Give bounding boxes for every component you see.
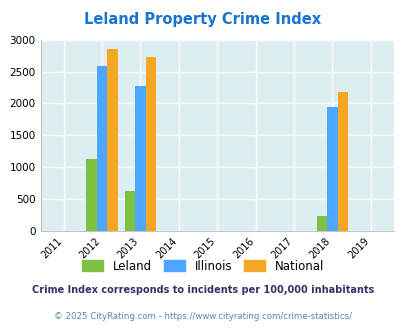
Bar	[86, 159, 97, 231]
Bar	[337, 92, 347, 231]
Text: Crime Index corresponds to incidents per 100,000 inhabitants: Crime Index corresponds to incidents per…	[32, 285, 373, 295]
Legend: Leland, Illinois, National: Leland, Illinois, National	[77, 255, 328, 278]
Bar	[135, 86, 145, 231]
Bar	[316, 216, 326, 231]
Bar	[97, 66, 107, 231]
Text: Leland Property Crime Index: Leland Property Crime Index	[84, 12, 321, 26]
Bar	[145, 57, 156, 231]
Bar	[326, 107, 337, 231]
Text: © 2025 CityRating.com - https://www.cityrating.com/crime-statistics/: © 2025 CityRating.com - https://www.city…	[54, 312, 351, 321]
Bar	[125, 191, 135, 231]
Bar	[107, 49, 117, 231]
